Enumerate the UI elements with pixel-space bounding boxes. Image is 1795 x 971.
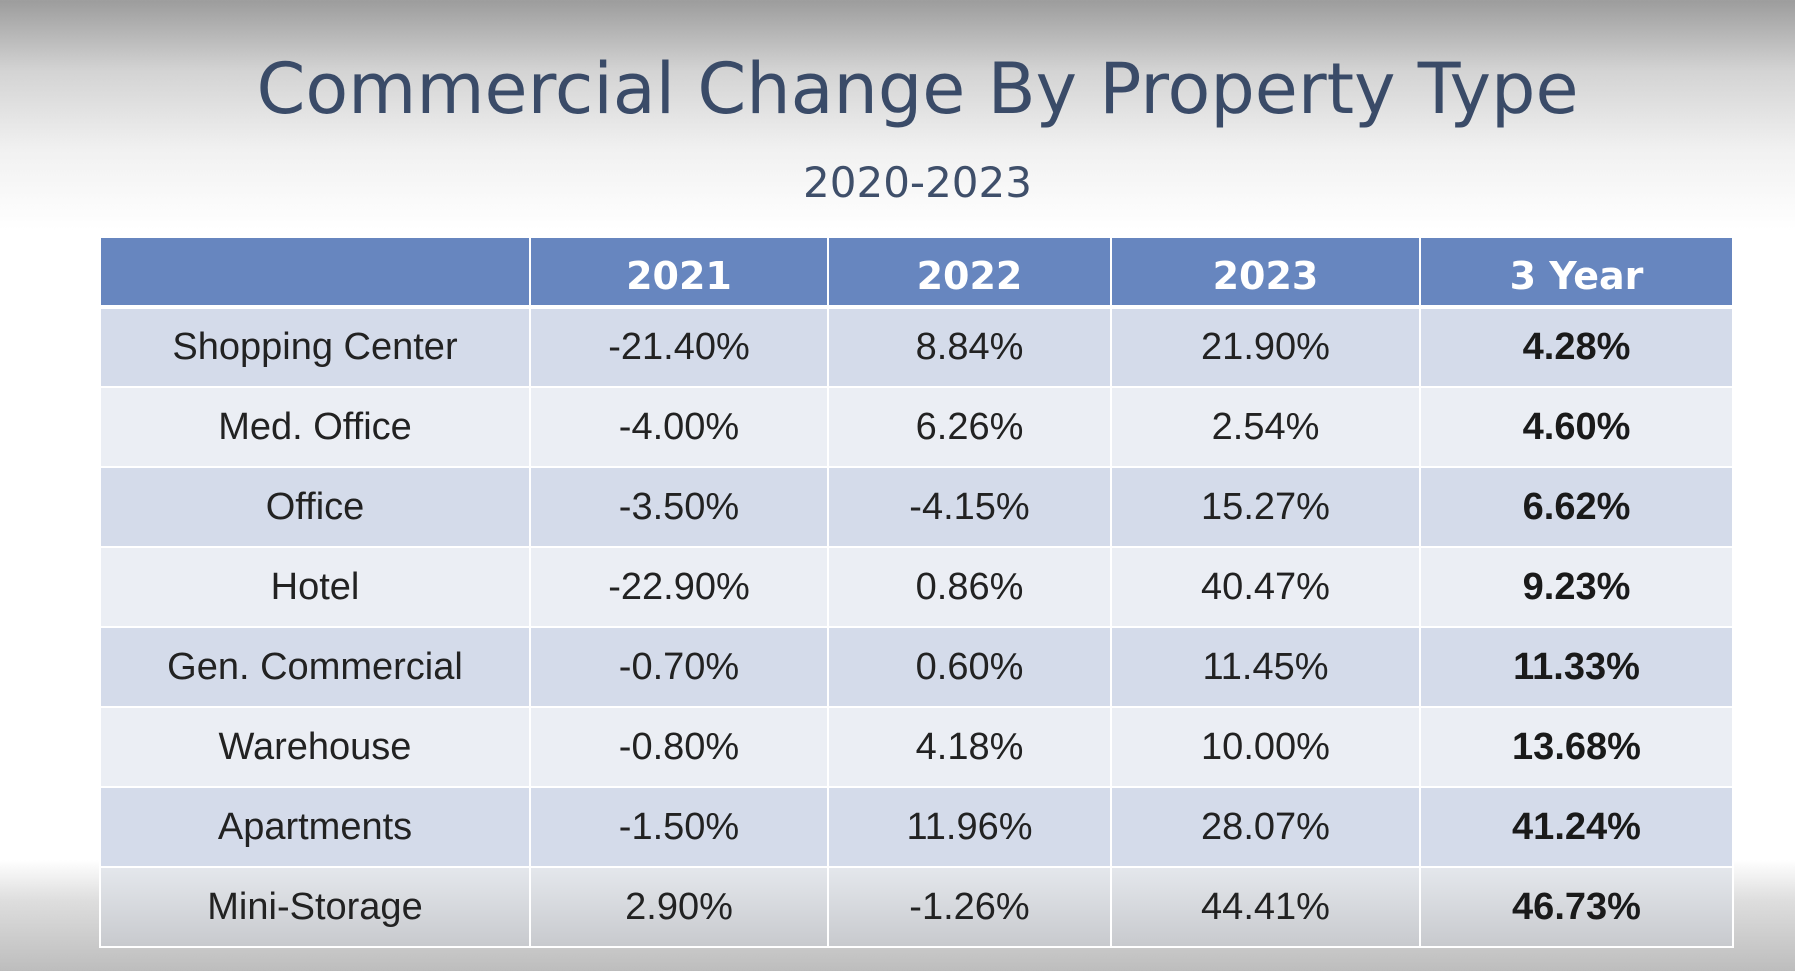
property-type-cell: Apartments — [99, 786, 531, 868]
value-cell-3-year: 6.62% — [1419, 466, 1734, 548]
value-cell-3-year: 4.28% — [1419, 306, 1734, 388]
table-row: Shopping Center -21.40% 8.84% 21.90% 4.2… — [99, 306, 1734, 388]
value-cell-2021: -0.70% — [529, 626, 829, 708]
value-cell-2023: 21.90% — [1110, 306, 1421, 388]
value-cell-3-year: 4.60% — [1419, 386, 1734, 468]
value-cell-2022: 6.26% — [827, 386, 1112, 468]
value-cell-2021: -0.80% — [529, 706, 829, 788]
header-cell-property — [99, 236, 531, 309]
table-row: Mini-Storage 2.90% -1.26% 44.41% 46.73% — [99, 866, 1734, 948]
property-type-cell: Mini-Storage — [99, 866, 531, 948]
table-row: Hotel -22.90% 0.86% 40.47% 9.23% — [99, 546, 1734, 628]
value-cell-2023: 10.00% — [1110, 706, 1421, 788]
slide-subtitle: 2020-2023 — [803, 158, 1032, 207]
header-cell-2021: 2021 — [529, 236, 829, 309]
table-header-row: 2021 2022 2023 3 Year — [99, 236, 1734, 309]
property-type-cell: Warehouse — [99, 706, 531, 788]
value-cell-2022: 11.96% — [827, 786, 1112, 868]
property-type-cell: Shopping Center — [99, 306, 531, 388]
value-cell-2021: -22.90% — [529, 546, 829, 628]
property-type-cell: Med. Office — [99, 386, 531, 468]
value-cell-3-year: 9.23% — [1419, 546, 1734, 628]
value-cell-2023: 28.07% — [1110, 786, 1421, 868]
value-cell-3-year: 13.68% — [1419, 706, 1734, 788]
value-cell-2021: -4.00% — [529, 386, 829, 468]
property-type-cell: Hotel — [99, 546, 531, 628]
value-cell-2023: 44.41% — [1110, 866, 1421, 948]
property-type-cell: Gen. Commercial — [99, 626, 531, 708]
slide-title: Commercial Change By Property Type — [256, 48, 1579, 130]
value-cell-3-year: 46.73% — [1419, 866, 1734, 948]
value-cell-2022: 4.18% — [827, 706, 1112, 788]
header-cell-3-year: 3 Year — [1419, 236, 1734, 309]
value-cell-2021: -3.50% — [529, 466, 829, 548]
value-cell-2022: -4.15% — [827, 466, 1112, 548]
table-row: Office -3.50% -4.15% 15.27% 6.62% — [99, 466, 1734, 548]
header-cell-2023: 2023 — [1110, 236, 1421, 309]
value-cell-2023: 2.54% — [1110, 386, 1421, 468]
value-cell-2022: 0.86% — [827, 546, 1112, 628]
value-cell-2023: 40.47% — [1110, 546, 1421, 628]
property-change-table: 2021 2022 2023 3 Year Shopping Center -2… — [99, 236, 1734, 948]
value-cell-2021: -21.40% — [529, 306, 829, 388]
property-type-cell: Office — [99, 466, 531, 548]
value-cell-3-year: 41.24% — [1419, 786, 1734, 868]
value-cell-3-year: 11.33% — [1419, 626, 1734, 708]
value-cell-2023: 15.27% — [1110, 466, 1421, 548]
table-row: Med. Office -4.00% 6.26% 2.54% 4.60% — [99, 386, 1734, 468]
value-cell-2022: 8.84% — [827, 306, 1112, 388]
value-cell-2022: -1.26% — [827, 866, 1112, 948]
value-cell-2022: 0.60% — [827, 626, 1112, 708]
value-cell-2021: -1.50% — [529, 786, 829, 868]
table-row: Apartments -1.50% 11.96% 28.07% 41.24% — [99, 786, 1734, 868]
header-cell-2022: 2022 — [827, 236, 1112, 309]
table-row: Gen. Commercial -0.70% 0.60% 11.45% 11.3… — [99, 626, 1734, 708]
value-cell-2021: 2.90% — [529, 866, 829, 948]
table-row: Warehouse -0.80% 4.18% 10.00% 13.68% — [99, 706, 1734, 788]
value-cell-2023: 11.45% — [1110, 626, 1421, 708]
